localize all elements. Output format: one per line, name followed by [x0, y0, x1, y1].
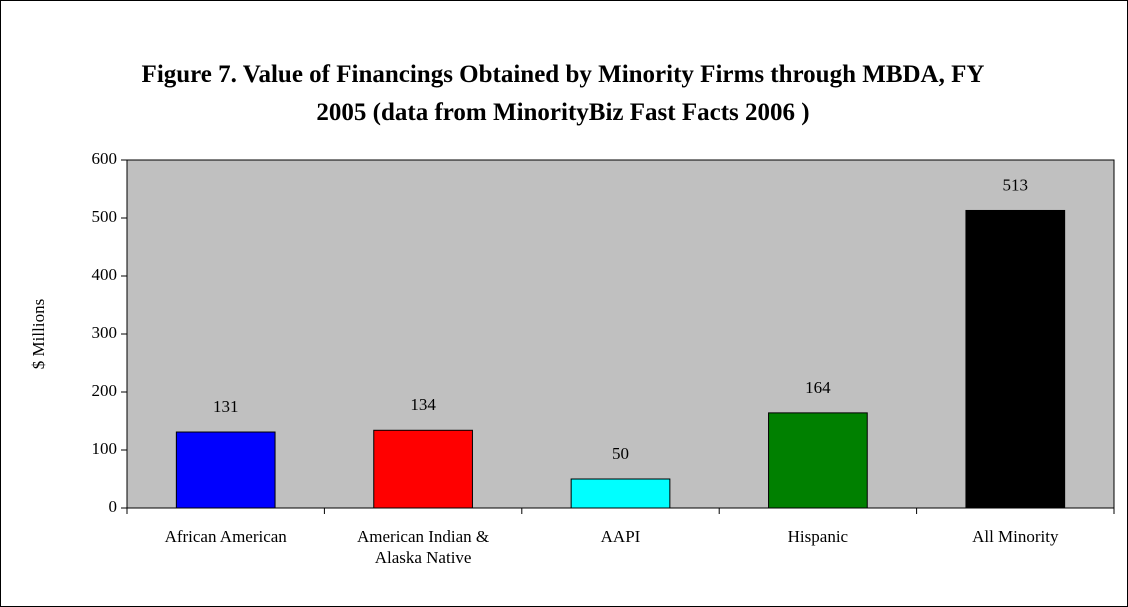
- y-axis-label: $ Millions: [29, 299, 48, 369]
- data-label: 164: [805, 378, 831, 397]
- data-label: 131: [213, 397, 239, 416]
- x-tick-label: African American: [164, 527, 287, 546]
- y-tick-label: 100: [92, 439, 118, 458]
- x-tick-label-box: All Minority: [972, 527, 1059, 546]
- y-tick-label: 300: [92, 323, 118, 342]
- bar: [768, 412, 868, 509]
- chart-title: Figure 7. Value of Financings Obtained b…: [141, 61, 985, 126]
- plot-area: [126, 159, 1115, 509]
- y-tick-label: 500: [92, 207, 118, 226]
- y-tick-label: 200: [92, 381, 118, 400]
- y-tick-label: 400: [92, 265, 118, 284]
- bar: [175, 431, 276, 509]
- x-tick-label-box: American Indian & Alaska Native: [356, 527, 490, 567]
- data-label: 134: [410, 395, 436, 414]
- y-tick-label: 600: [92, 149, 118, 168]
- data-label: 513: [1003, 175, 1029, 194]
- x-tick-label: Hispanic: [787, 527, 849, 546]
- x-tick-label-box: AAPI: [600, 527, 641, 546]
- data-label: 50: [612, 444, 629, 463]
- x-tick-label: American Indian & Alaska Native: [356, 527, 490, 567]
- bar: [965, 209, 1066, 509]
- bar: [373, 429, 473, 509]
- x-tick-label: AAPI: [600, 527, 641, 546]
- x-tick-label: All Minority: [972, 527, 1059, 546]
- y-tick-label: 0: [109, 497, 118, 516]
- x-tick-label-box: Hispanic: [787, 527, 849, 546]
- x-tick-label-box: African American: [164, 527, 287, 546]
- bar: [570, 478, 671, 509]
